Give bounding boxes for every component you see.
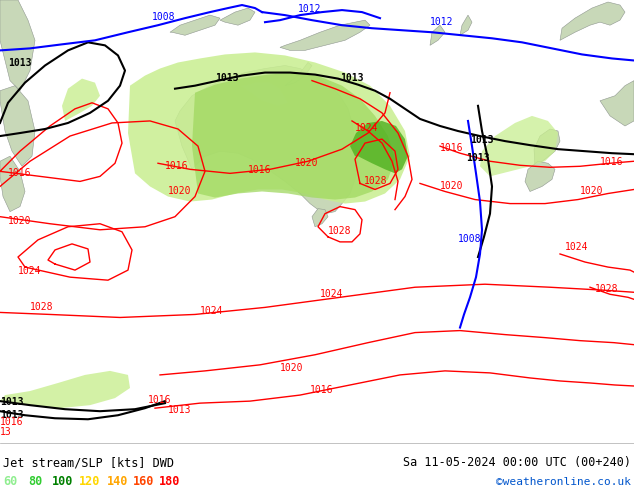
Text: 1028: 1028 xyxy=(328,226,351,236)
Text: 1016: 1016 xyxy=(600,157,623,167)
Polygon shape xyxy=(0,86,35,166)
Polygon shape xyxy=(220,8,255,25)
Text: 1013: 1013 xyxy=(0,410,23,420)
Text: 100: 100 xyxy=(52,475,74,488)
Text: Jet stream/SLP [kts] DWD: Jet stream/SLP [kts] DWD xyxy=(3,457,174,469)
Text: 1012: 1012 xyxy=(430,17,453,27)
Text: 1013: 1013 xyxy=(168,405,191,415)
Text: 1016: 1016 xyxy=(148,395,172,405)
Polygon shape xyxy=(480,116,558,176)
Text: 80: 80 xyxy=(29,475,42,488)
Text: 1013: 1013 xyxy=(0,397,23,407)
Polygon shape xyxy=(280,20,370,50)
Text: 1013: 1013 xyxy=(340,73,363,83)
Text: 1016: 1016 xyxy=(310,385,333,395)
Polygon shape xyxy=(525,161,555,192)
Polygon shape xyxy=(460,15,472,35)
Polygon shape xyxy=(128,52,410,203)
Polygon shape xyxy=(170,15,220,35)
Text: 1024: 1024 xyxy=(565,242,588,252)
Text: 160: 160 xyxy=(133,475,155,488)
Polygon shape xyxy=(312,209,328,227)
Text: 1008: 1008 xyxy=(458,234,481,244)
Text: 180: 180 xyxy=(158,475,180,488)
Polygon shape xyxy=(534,129,560,166)
Polygon shape xyxy=(285,63,312,86)
Text: 1020: 1020 xyxy=(168,186,191,196)
Text: 1013: 1013 xyxy=(470,135,493,145)
Text: 1016: 1016 xyxy=(248,165,271,175)
Text: 1012: 1012 xyxy=(298,4,321,14)
Text: 60: 60 xyxy=(3,475,17,488)
Polygon shape xyxy=(192,73,395,199)
Polygon shape xyxy=(0,0,35,91)
Text: 120: 120 xyxy=(79,475,101,488)
Polygon shape xyxy=(240,83,288,106)
Text: Sa 11-05-2024 00:00 UTC (00+240): Sa 11-05-2024 00:00 UTC (00+240) xyxy=(403,457,631,469)
Polygon shape xyxy=(600,81,634,126)
Text: 1024: 1024 xyxy=(320,289,344,299)
Text: 1024: 1024 xyxy=(355,123,378,133)
Text: 1020: 1020 xyxy=(280,363,304,373)
Polygon shape xyxy=(62,78,100,121)
Polygon shape xyxy=(430,25,445,46)
Text: 1028: 1028 xyxy=(595,284,619,294)
Text: 1013: 1013 xyxy=(8,57,32,68)
Text: 13: 13 xyxy=(0,427,12,438)
Text: 1020: 1020 xyxy=(440,181,463,192)
Text: 1016: 1016 xyxy=(0,417,23,427)
Polygon shape xyxy=(560,2,625,40)
Text: 1020: 1020 xyxy=(295,158,318,168)
Text: 1028: 1028 xyxy=(364,176,387,186)
Text: 1013: 1013 xyxy=(215,73,238,83)
Text: 1016: 1016 xyxy=(440,143,463,153)
Text: 1020: 1020 xyxy=(580,186,604,196)
Text: 1013: 1013 xyxy=(466,153,489,163)
Polygon shape xyxy=(175,66,358,214)
Polygon shape xyxy=(0,156,25,212)
Text: 1016: 1016 xyxy=(8,169,32,178)
Polygon shape xyxy=(350,121,408,173)
Text: 1008: 1008 xyxy=(152,12,176,22)
Text: 140: 140 xyxy=(107,475,128,488)
Text: 1028: 1028 xyxy=(30,302,53,313)
Text: ©weatheronline.co.uk: ©weatheronline.co.uk xyxy=(496,477,631,487)
Text: 1020: 1020 xyxy=(8,216,32,226)
Text: 1024: 1024 xyxy=(18,266,41,276)
Polygon shape xyxy=(0,371,130,408)
Text: 1024: 1024 xyxy=(200,306,224,317)
Text: 1016: 1016 xyxy=(165,161,188,172)
